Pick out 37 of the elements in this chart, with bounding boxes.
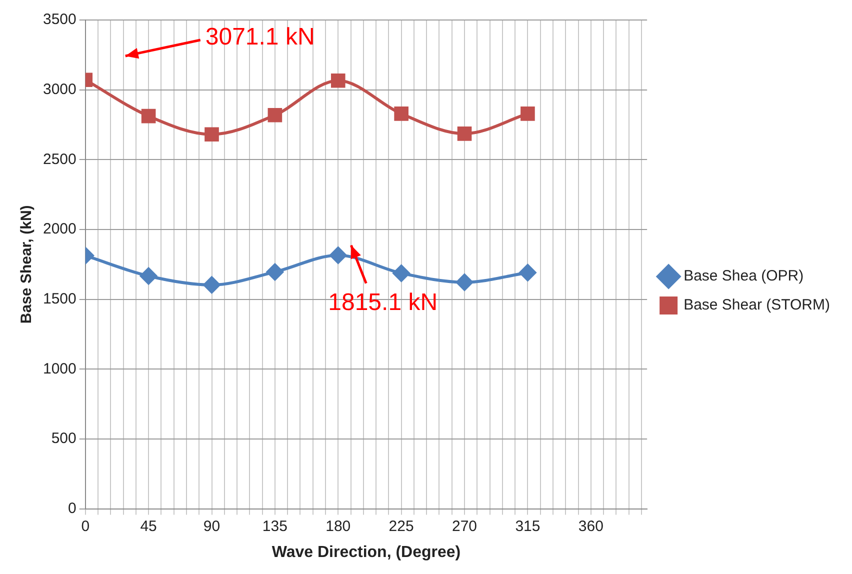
point: [457, 126, 472, 141]
point: [520, 106, 535, 121]
x-tick-label: 0: [81, 518, 90, 535]
point: [330, 73, 346, 88]
point: [456, 274, 474, 291]
point: [203, 276, 220, 294]
x-tick-label: 180: [326, 518, 351, 535]
legend-label: Base Shear (STORM): [684, 296, 830, 314]
point: [392, 264, 410, 282]
annotation: 1815.1 kN: [328, 288, 438, 316]
point: [140, 267, 158, 284]
point: [141, 108, 156, 124]
y-tick-label: 2000: [42, 220, 76, 238]
x-tick-label: 45: [140, 518, 157, 535]
legend-label: Base Shea (OPR): [684, 268, 804, 285]
y-tick-label: 3500: [42, 11, 76, 28]
annotation: 3071.1 kN: [205, 24, 315, 51]
x-axis-title: Wave Direction, (Degree): [272, 544, 461, 561]
point: [204, 127, 219, 142]
x-tick-label: 225: [388, 518, 414, 535]
x-tick-label: 135: [262, 518, 288, 535]
x-tick-label: 360: [578, 518, 604, 535]
point: [266, 263, 284, 280]
point: [268, 108, 282, 122]
y-tick-label: 2500: [42, 150, 76, 168]
x-tick-label: 315: [515, 518, 540, 535]
point: [330, 246, 347, 264]
y-tick-label: 0: [68, 500, 76, 517]
y-tick-label: 1000: [42, 360, 76, 378]
point: [394, 106, 408, 121]
y-tick-label: 500: [51, 430, 76, 448]
x-tick-label: 90: [203, 518, 220, 535]
y-tick-label: 1500: [42, 290, 76, 308]
x-tick-label: 270: [452, 518, 478, 535]
y-axis-title: Base Shear, (kN): [18, 205, 36, 324]
point: [519, 264, 536, 282]
y-tick-label: 3000: [42, 80, 76, 98]
